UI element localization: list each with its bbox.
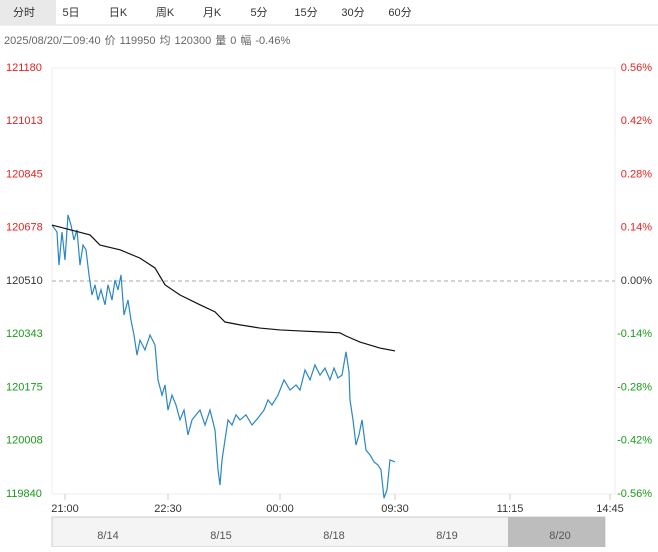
x-tick-label: 14:45	[596, 503, 624, 515]
y2-tick-label: 0.00%	[621, 275, 652, 287]
y-tick-label: 119840	[6, 488, 42, 500]
info-price: 119950	[120, 35, 156, 47]
info-price-label: 价	[105, 34, 116, 47]
navigator-date: 8/19	[436, 530, 457, 542]
info-datetime: 2025/08/20/二09:40	[4, 35, 101, 47]
y-tick-label: 120510	[6, 275, 43, 287]
y-tick-label: 120008	[6, 434, 43, 446]
x-tick-label: 11:15	[497, 503, 524, 515]
navigator-date: 8/20	[549, 530, 570, 542]
tab[interactable]: 5日	[62, 7, 79, 19]
x-tick-label: 22:30	[154, 503, 182, 515]
y2-tick-label: -0.56%	[617, 488, 652, 500]
info-avg-label: 均	[160, 34, 171, 47]
y2-tick-label: 0.14%	[621, 222, 652, 234]
info-vol-label: 量	[215, 34, 226, 47]
tab[interactable]: 30分	[341, 6, 364, 19]
tab[interactable]: 周K	[156, 6, 175, 19]
tab[interactable]: 60分	[388, 6, 411, 19]
tab-selected	[0, 0, 56, 25]
navigator-date: 8/18	[323, 530, 344, 542]
tab[interactable]: 日K	[109, 7, 128, 19]
price-line	[51, 224, 396, 352]
info-chg-label: 幅	[240, 34, 251, 47]
y-tick-label: 120845	[6, 168, 43, 180]
price-line	[51, 214, 396, 499]
tab[interactable]: 分时	[13, 6, 35, 19]
y-tick-label: 120175	[6, 381, 43, 393]
y-tick-label: 121013	[6, 115, 43, 127]
info-avg: 120300	[175, 35, 212, 47]
navigator-date: 8/15	[210, 530, 231, 542]
y2-tick-label: -0.42%	[617, 435, 652, 447]
x-tick-label: 09:30	[381, 503, 409, 515]
y2-tick-label: 0.28%	[621, 168, 652, 180]
x-tick-label: 00:00	[266, 503, 294, 515]
y2-tick-label: 0.42%	[621, 115, 652, 127]
y2-tick-label: -0.14%	[617, 328, 652, 340]
navigator-date: 8/14	[97, 530, 118, 542]
x-tick-label: 21:00	[51, 503, 79, 515]
navigator-window[interactable]	[508, 517, 605, 547]
tab[interactable]: 5分	[250, 6, 267, 19]
y2-tick-label: 0.56%	[621, 62, 652, 74]
y-tick-label: 120343	[6, 328, 43, 340]
y2-tick-label: -0.28%	[617, 381, 652, 393]
y-tick-label: 120678	[6, 221, 43, 233]
y-tick-label: 121180	[6, 62, 42, 74]
tab[interactable]: 月K	[203, 7, 222, 19]
info-chg: -0.46%	[255, 35, 290, 47]
tab[interactable]: 15分	[294, 6, 317, 19]
info-vol: 0	[230, 35, 236, 47]
